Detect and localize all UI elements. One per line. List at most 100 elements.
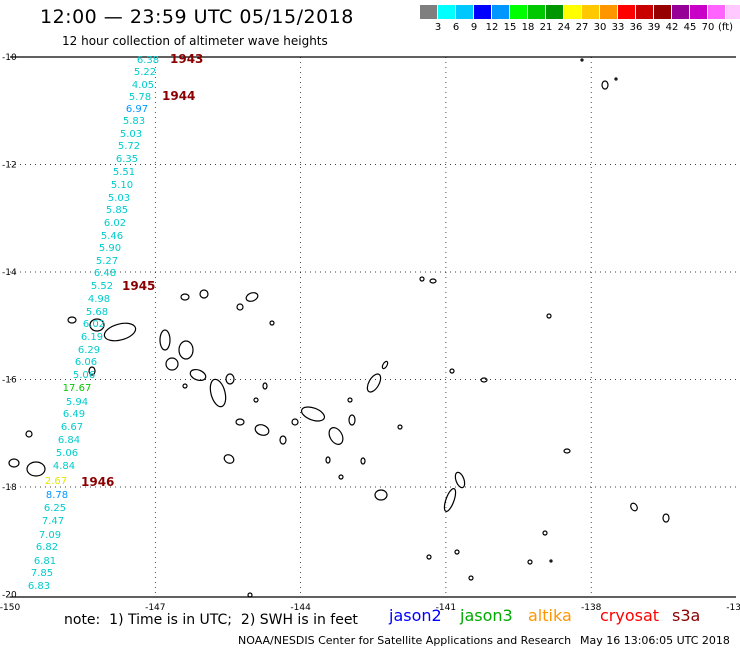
swh-value-label: 7.85 xyxy=(31,568,53,579)
island-outline xyxy=(546,313,552,319)
island-outline xyxy=(366,373,382,393)
legend-label: 27 xyxy=(575,22,589,33)
swh-value-label: 6.97 xyxy=(126,104,148,115)
legend-label: 42 xyxy=(665,22,679,33)
island-outline xyxy=(381,360,389,370)
island-outline xyxy=(397,424,403,430)
swh-value-label: 6.06 xyxy=(75,357,97,368)
island-outline xyxy=(374,489,388,501)
legend-swatch xyxy=(618,5,636,19)
swh-value-label: 5.94 xyxy=(66,397,88,408)
longitude-label: -141 xyxy=(436,603,456,612)
island-outline xyxy=(26,461,46,477)
swh-value-label: 6.49 xyxy=(63,409,85,420)
longitude-label: -147 xyxy=(145,603,165,612)
legend-label: 6 xyxy=(452,22,460,33)
island-outline xyxy=(88,366,96,376)
swh-value-label: 7.47 xyxy=(42,516,64,527)
legend-swatch xyxy=(636,5,654,19)
utc-time-label: 1946 xyxy=(81,475,114,489)
legend-swatches xyxy=(420,5,740,19)
island-outline xyxy=(262,382,268,390)
swh-value-label: 5.22 xyxy=(134,67,156,78)
satellite-label-jason3: jason3 xyxy=(460,606,513,625)
swh-value-label: 5.52 xyxy=(91,281,113,292)
island-outline xyxy=(630,502,638,512)
map-subtitle: 12 hour collection of altimeter wave hei… xyxy=(62,34,328,48)
legend-label: 39 xyxy=(647,22,661,33)
swh-value-label: 6.81 xyxy=(34,556,56,567)
island-outline xyxy=(67,316,77,324)
latitude-label: -18 xyxy=(2,483,17,493)
island-outline xyxy=(165,357,179,371)
legend-swatch xyxy=(474,5,492,19)
island-outline xyxy=(338,474,344,480)
legend-swatch xyxy=(438,5,456,19)
island-outline xyxy=(245,292,259,302)
swh-value-label: 6.38 xyxy=(137,55,159,66)
legend-labels: 3 6 9 12 15 18 21 24 27 30 33 36 39 42 45 70 xyxy=(420,22,740,36)
utc-time-label: 1943 xyxy=(170,52,203,66)
island-outline xyxy=(468,575,474,581)
island-outline xyxy=(189,368,207,382)
island-outline xyxy=(360,457,366,465)
swh-value-label: 5.85 xyxy=(106,205,128,216)
legend-swatch xyxy=(420,5,438,19)
island-outline xyxy=(563,448,571,454)
island-outline xyxy=(454,549,460,555)
island-outline xyxy=(225,373,235,385)
legend-swatch xyxy=(582,5,600,19)
island-outline xyxy=(269,320,275,326)
latitude-label: -14 xyxy=(2,268,17,278)
legend-swatch xyxy=(654,5,672,19)
latitude-label: -10 xyxy=(2,53,17,63)
island-outline xyxy=(223,454,235,464)
island-outline xyxy=(209,378,227,408)
swh-value-label: 6.25 xyxy=(44,503,66,514)
satellite-label-cryosat: cryosat xyxy=(600,606,660,625)
swh-value-label: 6.02 xyxy=(104,218,126,229)
swh-value-label: 5.83 xyxy=(123,116,145,127)
island-outline xyxy=(426,554,432,560)
island-outline xyxy=(328,427,344,445)
swh-value-label: 5.03 xyxy=(120,129,142,140)
island-outline xyxy=(449,368,455,374)
satellite-label-jason2: jason2 xyxy=(389,606,442,625)
legend-label: 45 xyxy=(683,22,697,33)
legend-swatch xyxy=(528,5,546,19)
island-outline xyxy=(235,418,245,426)
swh-value-label: 5.06 xyxy=(73,370,95,381)
island-outline xyxy=(300,406,326,422)
legend-swatch xyxy=(672,5,690,19)
island-outline xyxy=(549,559,553,563)
legend-swatch xyxy=(726,5,740,19)
island-outline xyxy=(236,303,244,311)
satellite-label-s3a: s3a xyxy=(672,606,701,625)
island-outline xyxy=(89,318,105,332)
legend-label: 30 xyxy=(593,22,607,33)
island-outline xyxy=(601,80,609,90)
legend-label: 70 xyxy=(701,22,715,33)
swh-value-label: 6.82 xyxy=(36,542,58,553)
swh-value-label: 6.29 xyxy=(78,345,100,356)
footer-note: note: 1) Time is in UTC; 2) SWH is in fe… xyxy=(64,612,358,628)
credit-text: NOAA/NESDIS Center for Satellite Applica… xyxy=(238,634,572,647)
island-outline xyxy=(279,435,287,445)
legend-swatch xyxy=(600,5,618,19)
swh-value-label: 5.27 xyxy=(96,256,118,267)
latitude-label: -12 xyxy=(2,161,17,171)
longitude-label: -138 xyxy=(581,603,602,612)
utc-time-label: 1944 xyxy=(162,89,195,103)
wave-height-map: -150 -147 -144 -141 -138 -135 -10 -12 -14 -16 -18 -… xyxy=(0,52,740,612)
swh-value-label: 6.84 xyxy=(58,435,80,446)
generated-timestamp: May 16 13:06:05 UTC 2018 xyxy=(580,634,730,647)
legend-label: 12 xyxy=(485,22,499,33)
swh-value-label: 5.10 xyxy=(111,180,133,191)
swh-value-label: 5.78 xyxy=(129,92,151,103)
swh-value-label: 5.46 xyxy=(101,231,123,242)
legend-unit: (ft) xyxy=(718,22,734,33)
utc-time-label: 1945 xyxy=(122,279,155,293)
swh-value-label: 5.06 xyxy=(56,448,78,459)
island-outline xyxy=(8,458,20,468)
legend-swatch xyxy=(510,5,528,19)
